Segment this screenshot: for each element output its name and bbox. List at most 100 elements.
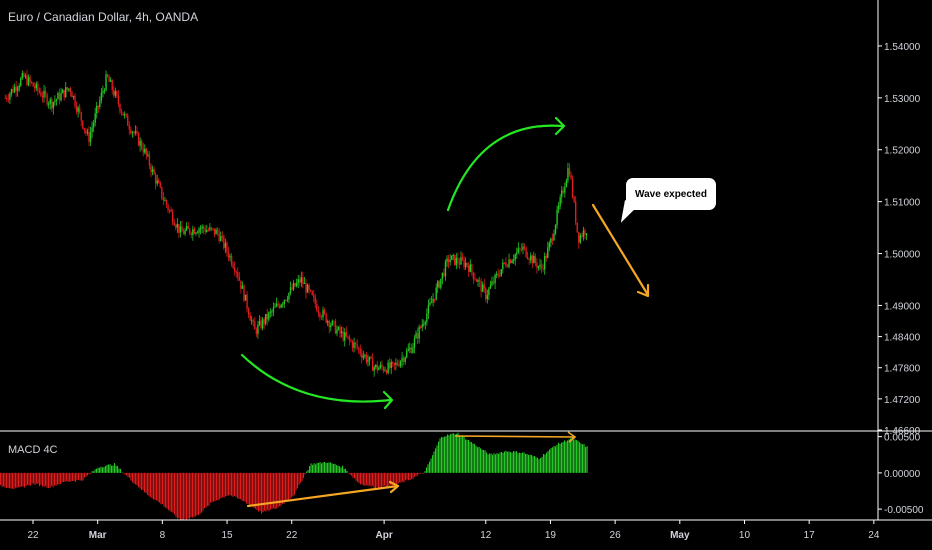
macd-bar [142,472,144,490]
candle-body [49,99,51,104]
macd-bar [487,454,489,473]
macd-bar [255,472,257,509]
candle-body [204,229,206,233]
macd-bar [406,472,408,480]
candle-body [274,306,276,308]
macd-bar [18,472,20,488]
macd-bar [498,453,500,473]
candle-body [241,285,244,289]
macd-bar [502,452,504,473]
macd-bar [9,472,11,489]
candle-body [109,80,112,82]
macd-bar [523,452,525,473]
candle-body [499,275,501,277]
candle-body [506,266,509,268]
candle-body [224,243,227,248]
candle-body [523,246,526,248]
macd-bar [456,433,458,473]
candle-body [517,248,520,253]
orange-line-macd-top [454,435,575,438]
candle-body [114,91,117,96]
candle-body [23,73,25,77]
macd-bar [238,472,240,499]
candle-body [440,278,442,288]
candle-body [189,228,191,234]
candle-body [543,255,546,270]
candle-body [16,88,19,91]
macd-bar [231,472,233,496]
candle-body [38,90,41,93]
macd-bar [129,472,131,478]
macd-bar [343,468,345,473]
candle-body [337,327,340,330]
candle-body [398,364,400,366]
macd-bar [90,472,92,474]
macd-bar [315,464,317,473]
candle-body [212,228,214,230]
candle-body [390,362,392,368]
macd-bar [505,450,507,473]
macd-bar [360,472,362,485]
macd-bar [409,472,411,481]
macd-bar [31,472,33,484]
macd-bar [160,472,162,505]
macd-bar [73,472,75,482]
time-tick-label: 22 [286,530,298,541]
macd-bar [531,455,533,473]
macd-bar [412,472,414,479]
macd-bar [199,472,201,514]
candle-body [278,305,281,308]
macd-bar [426,467,428,473]
macd-bar [333,464,335,473]
macd-bar [15,472,17,488]
candle-body [173,222,175,226]
macd-bar [499,452,501,473]
candle-body [161,186,163,199]
candle-body [140,140,143,149]
macd-bar [108,464,110,473]
candle-body [548,242,551,248]
annotation-wave-expected[interactable]: Wave expected [626,178,716,210]
macd-bar [135,472,137,485]
macd-bar [34,472,36,486]
macd-bar [168,472,170,510]
macd-tick-label: -0.00500 [884,505,924,516]
macd-title: MACD 4C [8,444,58,456]
macd-bar [346,470,348,473]
macd-bar [537,457,539,473]
candle-body [365,355,368,362]
macd-bar [496,452,498,473]
candle-body [57,93,59,100]
candle-body [159,183,161,187]
macd-bar [348,472,350,474]
macd-bar [439,438,441,473]
candle-body [306,285,309,293]
candle-body [387,362,389,374]
macd-bar [301,472,303,482]
macd-bar [16,472,18,488]
candle-body [198,228,200,233]
macd-bar [394,472,396,486]
macd-bar [253,472,255,509]
macd-bar [462,435,464,473]
macd-bar [172,472,174,513]
macd-bar [504,451,506,473]
macd-bar [558,442,560,473]
macd-bar [501,451,503,473]
macd-bar [232,472,234,497]
macd-bar [373,472,375,488]
macd-bar [442,437,444,473]
macd-bar [445,436,447,473]
candle-body [313,294,315,298]
macd-bar [366,472,368,486]
macd-bar [397,472,399,484]
macd-bar [267,472,269,510]
candle-body [353,342,355,348]
candle-body [559,197,561,206]
candle-body [461,257,464,260]
macd-bar [196,472,198,516]
candle-body [69,88,72,92]
candle-body [376,364,378,371]
candle-body [322,310,324,318]
orange-arrow-macd-divergence-head [388,480,400,494]
